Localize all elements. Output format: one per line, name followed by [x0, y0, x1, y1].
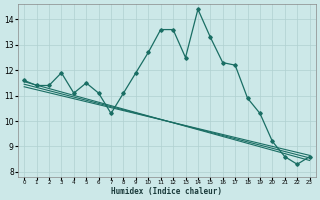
X-axis label: Humidex (Indice chaleur): Humidex (Indice chaleur): [111, 187, 222, 196]
